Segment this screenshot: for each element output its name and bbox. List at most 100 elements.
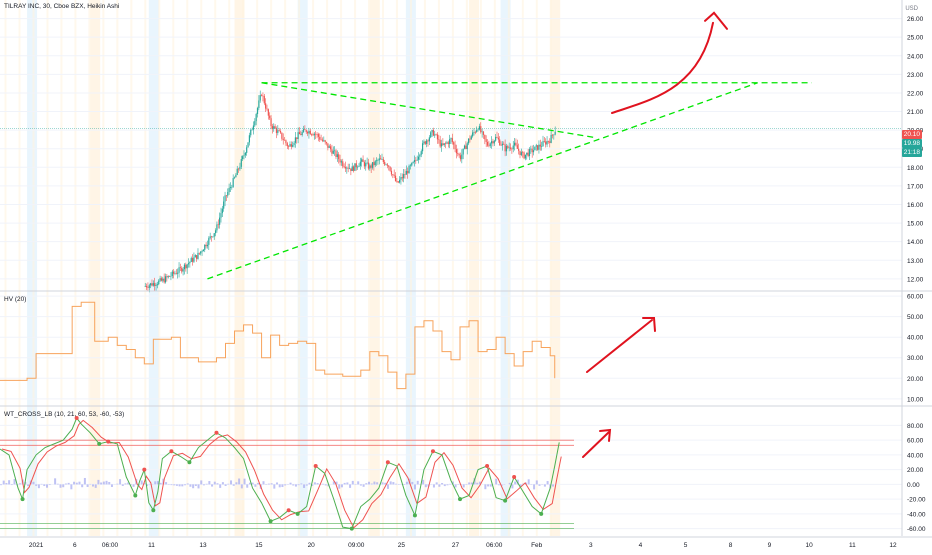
y-tick-label: 60.00: [907, 294, 924, 301]
candle-body: [348, 168, 349, 169]
wt-histogram-bar: [57, 484, 59, 485]
candle-body: [345, 167, 346, 168]
candle-body: [380, 158, 381, 159]
session-stripe: [74, 0, 76, 536]
candle-body: [402, 177, 403, 178]
wt-histogram-bar: [446, 484, 448, 485]
wt-histogram-bar: [8, 480, 10, 484]
candle-body: [188, 263, 189, 264]
hv-indicator-label: HV (20): [4, 296, 26, 303]
wt-histogram-bar: [344, 483, 346, 484]
candle-body: [222, 209, 223, 213]
candle-body: [296, 137, 297, 139]
candle-body: [408, 166, 409, 173]
wt-histogram-bar: [279, 484, 281, 487]
candle-body: [192, 258, 193, 262]
session-stripe: [270, 0, 272, 536]
wt-histogram-bar: [257, 483, 259, 484]
candle-body: [298, 132, 299, 139]
candle-body: [532, 149, 533, 152]
price-badge-2: 19.98: [902, 139, 922, 148]
wt-histogram-bar: [273, 484, 275, 488]
wt-histogram-bar: [54, 478, 56, 484]
x-tick-label: 25: [398, 542, 406, 549]
session-stripe: [536, 0, 538, 536]
candle-body: [354, 163, 355, 170]
y-tick-label: 17.00: [907, 183, 924, 190]
wt-cross-dot: [314, 464, 318, 468]
x-tick-label: 5: [684, 542, 688, 549]
candle-body: [356, 163, 357, 167]
wt-histogram-bar: [200, 480, 202, 484]
session-stripe: [326, 0, 328, 536]
candle-body: [400, 177, 401, 180]
wt-histogram-bar: [181, 484, 183, 486]
wt-histogram-bar: [306, 484, 308, 485]
wt-histogram-bar: [195, 484, 197, 486]
wt-histogram-bar: [32, 482, 34, 485]
wt-histogram-bar: [314, 482, 316, 484]
candle-body: [310, 131, 311, 134]
candle-body: [450, 138, 451, 139]
candle-body: [477, 129, 478, 130]
candle-body: [482, 132, 483, 133]
candle-body: [523, 153, 524, 159]
candle-body: [161, 278, 162, 280]
candle-body: [406, 171, 407, 175]
candle-body: [253, 125, 254, 129]
candle-body: [283, 139, 284, 140]
wt-histogram-bar: [78, 482, 80, 485]
y-tick-label: 40.00: [907, 452, 924, 459]
wt-histogram-bar: [81, 484, 83, 487]
candle-body: [500, 145, 501, 146]
wt-cross-dot: [21, 497, 25, 501]
candle-body: [418, 157, 419, 160]
candle-body: [541, 146, 542, 147]
candle-body: [353, 166, 354, 170]
wt-histogram-bar: [38, 484, 40, 488]
candle-body: [476, 130, 477, 132]
candle-body: [195, 255, 196, 257]
candle-body: [368, 163, 369, 169]
candle-body: [413, 162, 414, 163]
candle-body: [434, 134, 435, 135]
candle-body: [528, 153, 529, 156]
candle-body: [410, 165, 411, 166]
candle-body: [546, 141, 547, 144]
candle-body: [284, 140, 285, 141]
session-stripe: [550, 0, 552, 536]
candle-body: [304, 129, 305, 130]
session-band: [90, 0, 100, 536]
candle-body: [235, 175, 236, 177]
wt-histogram-bar: [544, 484, 546, 486]
candle-body: [384, 162, 385, 165]
wt-histogram-bar: [35, 484, 37, 485]
candle-body: [437, 134, 438, 139]
candle-body: [373, 162, 374, 165]
wt-histogram-bar: [498, 484, 500, 485]
candle-body: [533, 150, 534, 152]
session-stripe: [116, 0, 118, 536]
candle-body: [414, 160, 415, 162]
candle-body: [334, 151, 335, 152]
wt-histogram-bar: [43, 484, 45, 486]
wt-histogram-bar: [357, 481, 359, 484]
candle-body: [153, 283, 154, 286]
wt-histogram-bar: [160, 483, 162, 485]
candle-body: [264, 96, 265, 103]
candle-body: [180, 267, 181, 268]
candle-body: [395, 176, 396, 181]
candle-body: [292, 145, 293, 147]
session-stripe: [340, 0, 342, 536]
wt-histogram-bar: [187, 483, 189, 484]
x-tick-label: 15: [255, 542, 263, 549]
candle-body: [216, 224, 217, 230]
candle-body: [419, 155, 420, 157]
candle-body: [227, 192, 228, 196]
y-tick-label: 40.00: [907, 335, 924, 342]
wt-histogram-bar: [179, 484, 181, 486]
candle-body: [549, 141, 550, 142]
wt-histogram-bar: [292, 484, 294, 485]
